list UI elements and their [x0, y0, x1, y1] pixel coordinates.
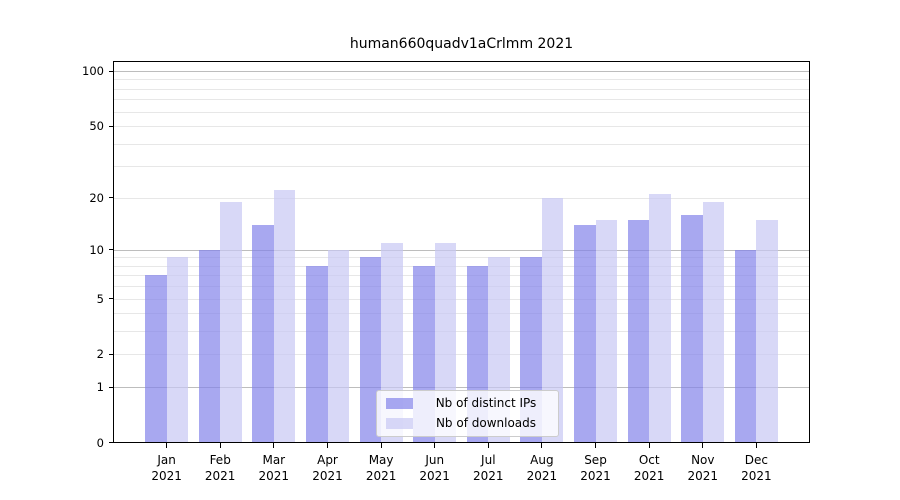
x-tick-label: Nov 2021	[687, 453, 719, 483]
x-tick-label: May 2021	[365, 453, 397, 483]
y-tick-label: 10	[89, 242, 104, 257]
x-tick-label: Jan 2021	[151, 453, 182, 483]
x-tick-label: Dec 2021	[741, 453, 772, 483]
y-tick-label: 5	[96, 291, 104, 306]
x-tick-mark	[595, 443, 597, 448]
y-tick-label: 100	[82, 64, 104, 78]
bar-downloads	[541, 197, 564, 443]
y-tick-mark	[108, 249, 113, 251]
minor-gridline	[113, 313, 810, 315]
x-tick-label: Jun 2021	[419, 453, 450, 483]
x-tick-mark	[326, 443, 328, 448]
minor-gridline	[113, 88, 810, 90]
bar-distinct-ips	[627, 219, 650, 443]
y-tick-label: 20	[89, 190, 104, 205]
minor-gridline	[113, 354, 810, 356]
x-tick-mark	[648, 443, 650, 448]
x-tick-mark	[541, 443, 543, 448]
x-tick-label: Aug 2021	[526, 453, 558, 483]
y-tick-mark	[108, 197, 113, 199]
bar-downloads	[166, 257, 189, 443]
bar-distinct-ips	[574, 224, 596, 443]
legend-swatch-distinct-ips	[386, 398, 413, 409]
minor-gridline	[113, 331, 810, 333]
bar-distinct-ips	[145, 275, 167, 443]
major-gridline	[113, 249, 810, 251]
minor-gridline	[113, 126, 810, 128]
minor-gridline	[113, 79, 810, 81]
y-tick-label: 2	[96, 347, 104, 362]
minor-gridline	[113, 166, 810, 168]
major-gridline	[113, 387, 810, 389]
y-tick-mark	[108, 125, 113, 127]
legend-row-downloads: Nb of downloads	[386, 415, 550, 432]
x-tick-label: Feb 2021	[204, 453, 236, 483]
x-tick-label: Apr 2021	[312, 453, 343, 483]
bar-distinct-ips	[198, 249, 221, 443]
bar-distinct-ips	[252, 224, 274, 443]
x-tick-mark	[219, 443, 221, 448]
bar-downloads	[756, 219, 778, 443]
x-tick-mark	[702, 443, 704, 448]
legend: Nb of distinct IPs Nb of downloads	[376, 390, 559, 437]
y-tick-label: 1	[96, 380, 104, 395]
minor-gridline	[113, 257, 810, 259]
minor-gridline	[113, 298, 810, 300]
bar-downloads	[273, 190, 296, 443]
legend-row-distinct-ips: Nb of distinct IPs	[386, 395, 550, 412]
minor-gridline	[113, 197, 810, 199]
bar-distinct-ips	[681, 214, 703, 443]
bar-downloads	[649, 193, 671, 443]
minor-gridline	[113, 265, 810, 267]
x-tick-label: Mar 2021	[258, 453, 290, 483]
bar-downloads	[702, 201, 725, 443]
chart-title: human660quadv1aCrlmm 2021	[349, 36, 574, 52]
bar-distinct-ips	[359, 257, 382, 443]
y-tick-mark	[108, 386, 113, 388]
y-tick-mark	[108, 353, 113, 355]
plot-area	[113, 61, 810, 443]
bar-distinct-ips	[306, 265, 328, 443]
minor-gridline	[113, 286, 810, 288]
bar-downloads	[327, 249, 349, 443]
minor-gridline	[113, 275, 810, 277]
x-tick-mark	[273, 443, 275, 448]
major-gridline	[113, 71, 810, 72]
bar-downloads	[220, 201, 242, 443]
y-tick-label: 50	[89, 119, 104, 134]
y-tick-label: 0	[96, 436, 104, 450]
x-tick-label: Sep 2021	[580, 453, 611, 483]
y-tick-mark	[108, 70, 113, 72]
bar-distinct-ips	[734, 249, 757, 443]
x-tick-mark	[755, 443, 757, 448]
legend-swatch-downloads	[386, 418, 413, 429]
legend-label-distinct-ips: Nb of distinct IPs	[435, 396, 537, 410]
x-tick-mark	[487, 443, 489, 448]
x-tick-mark	[166, 443, 168, 448]
x-tick-label: Jul 2021	[473, 453, 504, 483]
bar-downloads	[595, 219, 617, 443]
y-tick-mark	[108, 442, 113, 444]
minor-gridline	[113, 111, 810, 113]
minor-gridline	[113, 143, 810, 145]
x-tick-mark	[434, 443, 436, 448]
x-tick-mark	[380, 443, 382, 448]
legend-label-downloads: Nb of downloads	[435, 416, 537, 430]
y-tick-mark	[108, 298, 113, 300]
x-tick-label: Oct 2021	[633, 453, 665, 483]
minor-gridline	[113, 99, 810, 101]
